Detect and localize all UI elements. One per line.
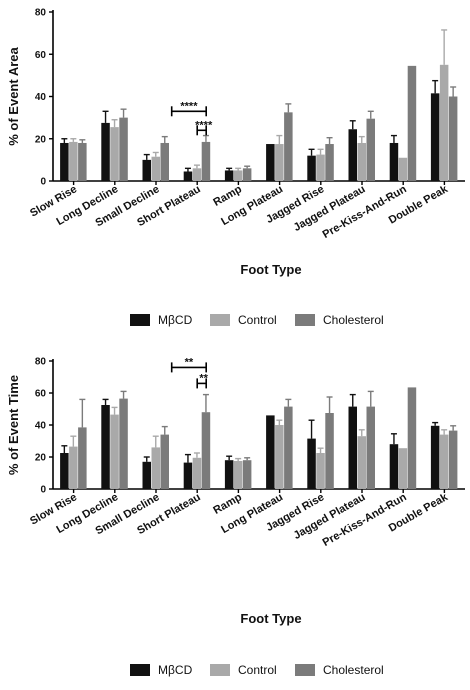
y-tick-label: 60 [35,50,47,61]
bar [183,171,193,181]
bar [316,453,325,489]
bar [275,144,284,181]
bar [60,142,69,181]
bar [151,447,160,489]
bar [439,64,449,181]
bar [307,155,316,181]
legend-swatch [210,664,230,676]
y-tick-label: 0 [40,485,46,496]
y-tick-label: 0 [40,177,46,188]
legend-swatch [130,314,150,326]
bar [192,168,202,181]
x-tick-label: Ramp [211,183,244,209]
bar [60,453,69,489]
legend-label: Control [238,663,277,677]
legend-label: MβCD [158,663,193,677]
legend-swatch [210,314,230,326]
bar [160,142,169,181]
bar [366,406,375,489]
bar [389,444,399,489]
bar [407,387,417,489]
bar [430,93,440,181]
bar [151,156,160,181]
bar [69,141,78,181]
significance-label: ** [185,356,194,368]
bar [398,448,408,489]
bar [348,406,357,489]
bar [110,127,119,181]
bar [325,144,334,181]
bar [266,415,275,489]
significance-label: ** [199,372,208,384]
bar [357,436,366,489]
bar [242,460,252,489]
bar [233,461,243,489]
legend-label: Control [238,313,277,327]
bar [439,434,449,489]
bar [348,129,357,181]
y-tick-label: 40 [35,92,47,103]
bar [233,170,243,181]
x-axis-label: Foot Type [240,611,301,626]
bar [201,412,211,489]
bar [101,122,110,181]
y-tick-label: 20 [35,453,47,464]
legend-swatch [295,664,315,676]
bar [407,65,417,181]
bar [69,446,78,489]
bar [307,438,316,489]
bar [78,142,87,181]
legend-swatch [295,314,315,326]
bar [284,112,293,181]
bar [101,405,110,489]
bar [357,142,366,181]
bar [160,434,169,489]
bar [316,154,325,181]
bar [366,118,375,181]
significance-label: **** [180,100,198,112]
y-tick-label: 60 [35,389,47,400]
legend-swatch [130,664,150,676]
legend-label: Cholesterol [323,313,384,327]
bar [224,170,234,181]
bar [110,414,119,489]
legend-label: MβCD [158,313,193,327]
bar [192,457,202,489]
bar [78,427,87,489]
bar [119,117,128,181]
y-tick-label: 40 [35,421,47,432]
y-tick-label: 80 [35,8,47,19]
y-tick-label: 20 [35,134,47,145]
y-tick-label: 80 [35,357,47,368]
bar [325,413,334,489]
bar [430,425,440,489]
bar [448,96,458,181]
bar [398,157,408,181]
bar [448,430,458,489]
bar [183,462,193,489]
bar [242,168,252,181]
bar [224,460,234,489]
bar [142,461,151,489]
y-axis-label: % of Event Time [6,375,21,475]
bar [119,398,128,489]
y-axis-label: % of Event Area [6,46,21,145]
bar [266,144,275,181]
bar [275,425,284,489]
legend-label: Cholesterol [323,663,384,677]
bar [201,141,211,181]
bar [389,142,399,181]
bar [284,406,293,489]
x-tick-label: Ramp [211,491,244,517]
bar [142,159,151,181]
x-axis-label: Foot Type [240,262,301,277]
significance-label: **** [195,119,213,131]
